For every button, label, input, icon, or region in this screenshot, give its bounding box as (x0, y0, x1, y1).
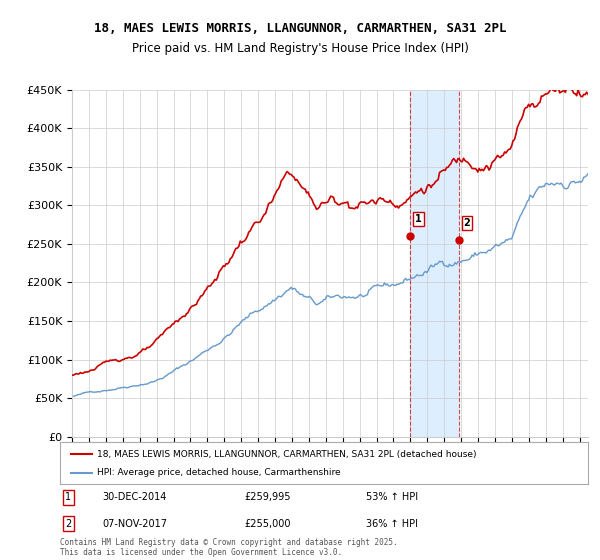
Text: 2: 2 (65, 519, 71, 529)
Text: 18, MAES LEWIS MORRIS, LLANGUNNOR, CARMARTHEN, SA31 2PL: 18, MAES LEWIS MORRIS, LLANGUNNOR, CARMA… (94, 22, 506, 35)
Text: Price paid vs. HM Land Registry's House Price Index (HPI): Price paid vs. HM Land Registry's House … (131, 42, 469, 55)
Text: 18, MAES LEWIS MORRIS, LLANGUNNOR, CARMARTHEN, SA31 2PL (detached house): 18, MAES LEWIS MORRIS, LLANGUNNOR, CARMA… (97, 450, 476, 459)
Text: 07-NOV-2017: 07-NOV-2017 (102, 519, 167, 529)
Text: Contains HM Land Registry data © Crown copyright and database right 2025.
This d: Contains HM Land Registry data © Crown c… (60, 538, 398, 557)
Text: 36% ↑ HPI: 36% ↑ HPI (366, 519, 418, 529)
Text: £259,995: £259,995 (245, 492, 291, 502)
Text: 30-DEC-2014: 30-DEC-2014 (102, 492, 167, 502)
Text: HPI: Average price, detached house, Carmarthenshire: HPI: Average price, detached house, Carm… (97, 468, 341, 477)
Text: 2: 2 (464, 218, 470, 228)
Text: 1: 1 (65, 492, 71, 502)
Bar (410, 90, 458, 437)
Text: £255,000: £255,000 (245, 519, 291, 529)
Text: 53% ↑ HPI: 53% ↑ HPI (366, 492, 418, 502)
Text: 1: 1 (415, 214, 422, 225)
